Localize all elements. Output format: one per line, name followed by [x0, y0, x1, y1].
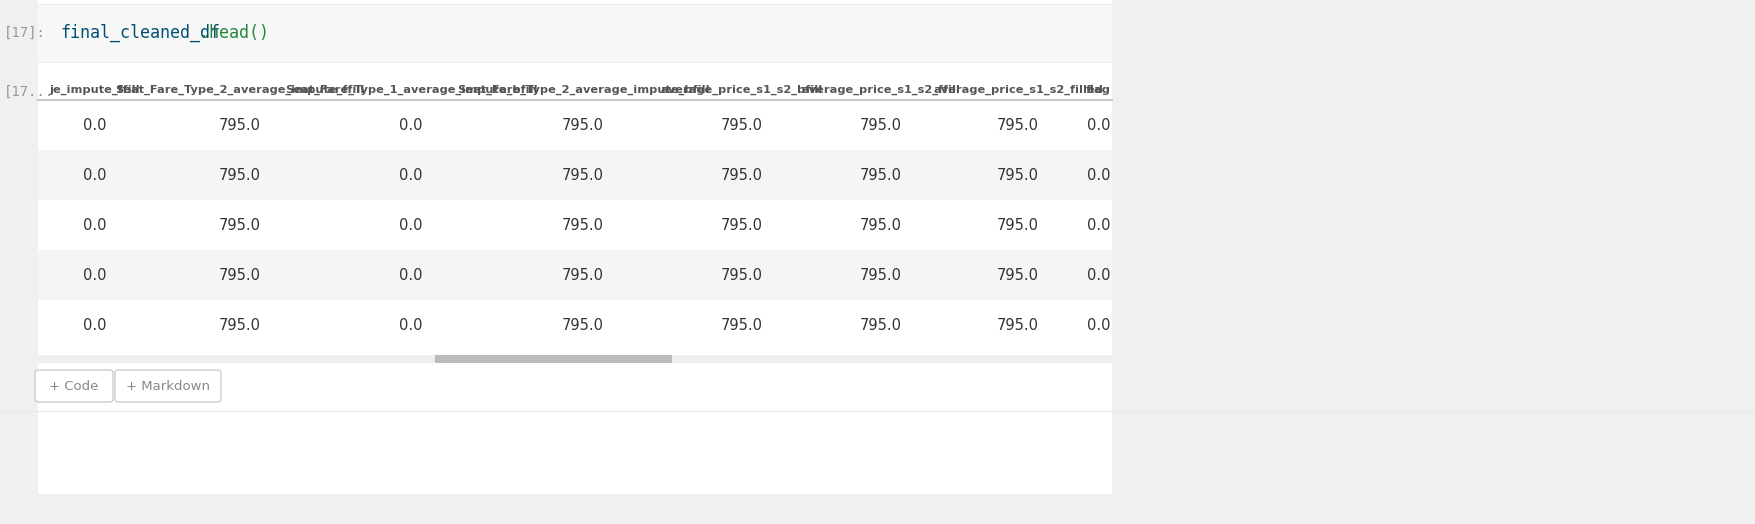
Bar: [435, 355, 672, 363]
Bar: [39, 150, 1113, 200]
Text: 795.0: 795.0: [218, 217, 260, 233]
Text: 0.0: 0.0: [1086, 217, 1111, 233]
Text: 795.0: 795.0: [997, 168, 1039, 182]
Text: 795.0: 795.0: [218, 318, 260, 333]
Text: 795.0: 795.0: [997, 217, 1039, 233]
FancyBboxPatch shape: [116, 370, 221, 402]
Bar: [39, 0, 1113, 494]
Text: 0.0: 0.0: [1086, 117, 1111, 133]
Text: 0.0: 0.0: [400, 168, 423, 182]
Text: average_price_s1_s2_filled: average_price_s1_s2_filled: [934, 85, 1102, 95]
Text: 795.0: 795.0: [218, 267, 260, 282]
Text: 795.0: 795.0: [721, 318, 762, 333]
FancyBboxPatch shape: [35, 370, 112, 402]
Text: 795.0: 795.0: [721, 168, 762, 182]
Text: + Code: + Code: [49, 379, 98, 392]
Text: 795.0: 795.0: [721, 117, 762, 133]
Text: 795.0: 795.0: [860, 168, 902, 182]
Text: 0.0: 0.0: [400, 117, 423, 133]
Text: + Markdown: + Markdown: [126, 379, 211, 392]
Bar: [39, 200, 1113, 250]
Text: 0.0: 0.0: [400, 318, 423, 333]
Text: 795.0: 795.0: [997, 117, 1039, 133]
Text: 795.0: 795.0: [860, 217, 902, 233]
Text: 795.0: 795.0: [860, 318, 902, 333]
Text: average_price_s1_s2_ffill: average_price_s1_s2_ffill: [802, 85, 960, 95]
Bar: [39, 100, 1113, 150]
Text: Seat_Fare_Type_2_average_impute_bfill: Seat_Fare_Type_2_average_impute_bfill: [456, 85, 709, 95]
Text: 795.0: 795.0: [997, 318, 1039, 333]
Bar: [39, 80, 1113, 100]
Text: 0.0: 0.0: [82, 267, 105, 282]
Text: 795.0: 795.0: [860, 267, 902, 282]
Text: 795.0: 795.0: [860, 117, 902, 133]
Text: 0.0: 0.0: [1086, 168, 1111, 182]
Text: Seat_Fare_Type_2_average_impute_ffill: Seat_Fare_Type_2_average_impute_ffill: [114, 85, 363, 95]
Text: 0.0: 0.0: [82, 168, 105, 182]
Text: 795.0: 795.0: [721, 267, 762, 282]
Text: average_price_s1_s2_bfill: average_price_s1_s2_bfill: [660, 85, 823, 95]
Text: Seat_Fare_Type_1_average_impute_bfill: Seat_Fare_Type_1_average_impute_bfill: [284, 85, 537, 95]
Text: 795.0: 795.0: [562, 267, 604, 282]
Text: 795.0: 795.0: [562, 117, 604, 133]
Text: [17...: [17...: [4, 85, 54, 99]
Bar: [39, 62, 1113, 80]
Text: 0.0: 0.0: [82, 217, 105, 233]
Bar: [39, 355, 1113, 363]
Text: 795.0: 795.0: [562, 168, 604, 182]
Bar: [39, 250, 1113, 300]
Text: final_cleaned_df: final_cleaned_df: [60, 24, 219, 42]
Text: 0.0: 0.0: [1086, 318, 1111, 333]
Text: 0.0: 0.0: [1086, 267, 1111, 282]
Text: .head(): .head(): [198, 24, 269, 42]
Text: 795.0: 795.0: [218, 168, 260, 182]
Text: 795.0: 795.0: [218, 117, 260, 133]
Text: [17]:: [17]:: [4, 26, 46, 40]
Text: flag: flag: [1086, 85, 1111, 95]
Text: 0.0: 0.0: [400, 217, 423, 233]
Text: 0.0: 0.0: [400, 267, 423, 282]
Text: je_impute_ffill: je_impute_ffill: [49, 85, 140, 95]
Text: 0.0: 0.0: [82, 318, 105, 333]
Text: 0.0: 0.0: [82, 117, 105, 133]
Text: 795.0: 795.0: [562, 217, 604, 233]
Bar: [39, 300, 1113, 350]
Text: 795.0: 795.0: [997, 267, 1039, 282]
Text: 795.0: 795.0: [562, 318, 604, 333]
Text: 795.0: 795.0: [721, 217, 762, 233]
Bar: [39, 4, 1113, 62]
